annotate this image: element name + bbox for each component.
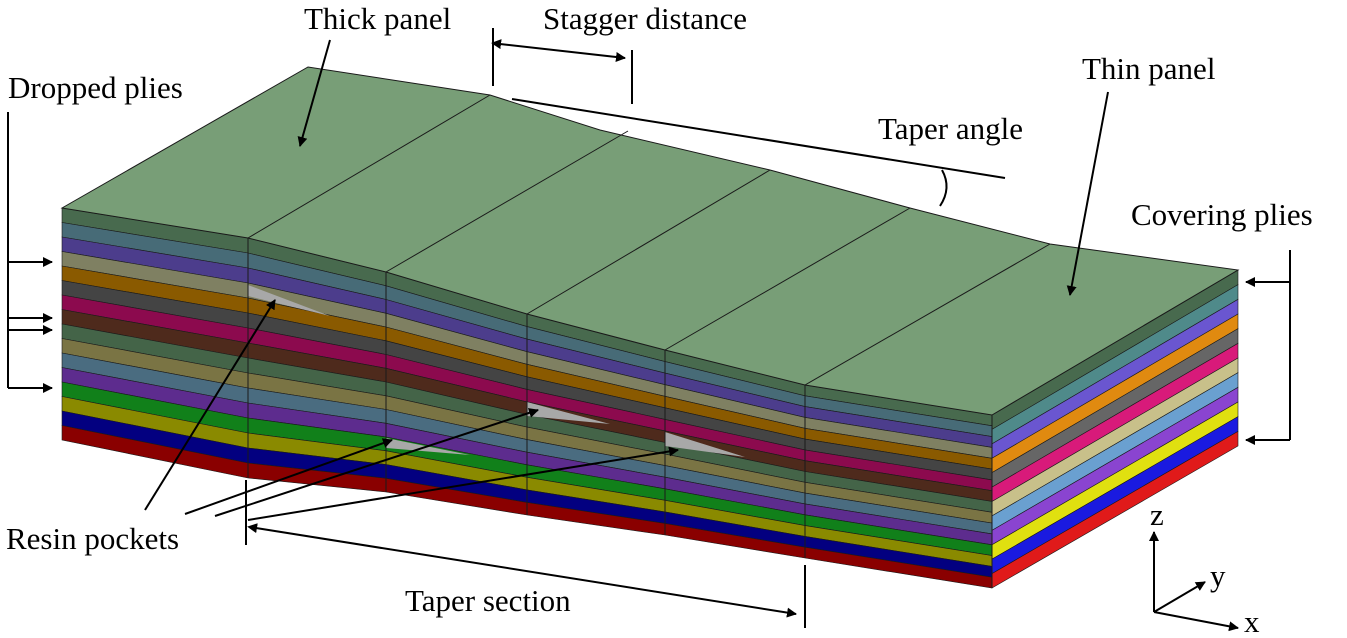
- thick-panel-label: Thick panel: [304, 1, 451, 36]
- resin-pocket: [248, 285, 330, 316]
- taper-angle-label: Taper angle: [878, 111, 1023, 146]
- coordinate-axes: [1149, 531, 1239, 632]
- resin-pocket: [665, 432, 745, 457]
- y-axis-label: y: [1210, 558, 1226, 593]
- y-axis: [1153, 581, 1206, 613]
- stagger-distance-arrow: [491, 39, 626, 62]
- stagger-distance-label: Stagger distance: [543, 1, 747, 36]
- covering-plies-label: Covering plies: [1131, 197, 1313, 232]
- end-face-plies: [991, 269, 1239, 589]
- annotations: [7, 28, 1291, 632]
- top-section-lines: [247, 94, 1051, 386]
- front-section-lines: [247, 238, 993, 588]
- thick-panel-arrow: [297, 39, 331, 147]
- resin-pocket-arrow: [247, 446, 679, 521]
- resin-pocket-arrow: [184, 438, 393, 515]
- taper-section-label: Taper section: [405, 583, 571, 618]
- resin-pocket-arrow: [214, 408, 539, 517]
- z-axis-label: z: [1150, 497, 1164, 532]
- taper-angle-arc: [939, 169, 948, 207]
- labels: Thick panel Stagger distance Thin panel …: [6, 1, 1313, 638]
- thin-panel-label: Thin panel: [1082, 51, 1215, 86]
- resin-pocket-arrow: [144, 299, 276, 511]
- tapered-laminate: [60, 66, 1240, 589]
- dropped-plies-label: Dropped plies: [8, 70, 183, 105]
- x-axis: [1153, 611, 1239, 632]
- thin-panel-arrow: [1066, 91, 1109, 296]
- resin-pockets-label: Resin pockets: [6, 521, 179, 556]
- resin-pocket: [527, 402, 610, 424]
- taper-section-arrow: [247, 523, 797, 618]
- x-axis-label: x: [1244, 604, 1260, 638]
- taper-angle-reference-line: [511, 98, 1006, 179]
